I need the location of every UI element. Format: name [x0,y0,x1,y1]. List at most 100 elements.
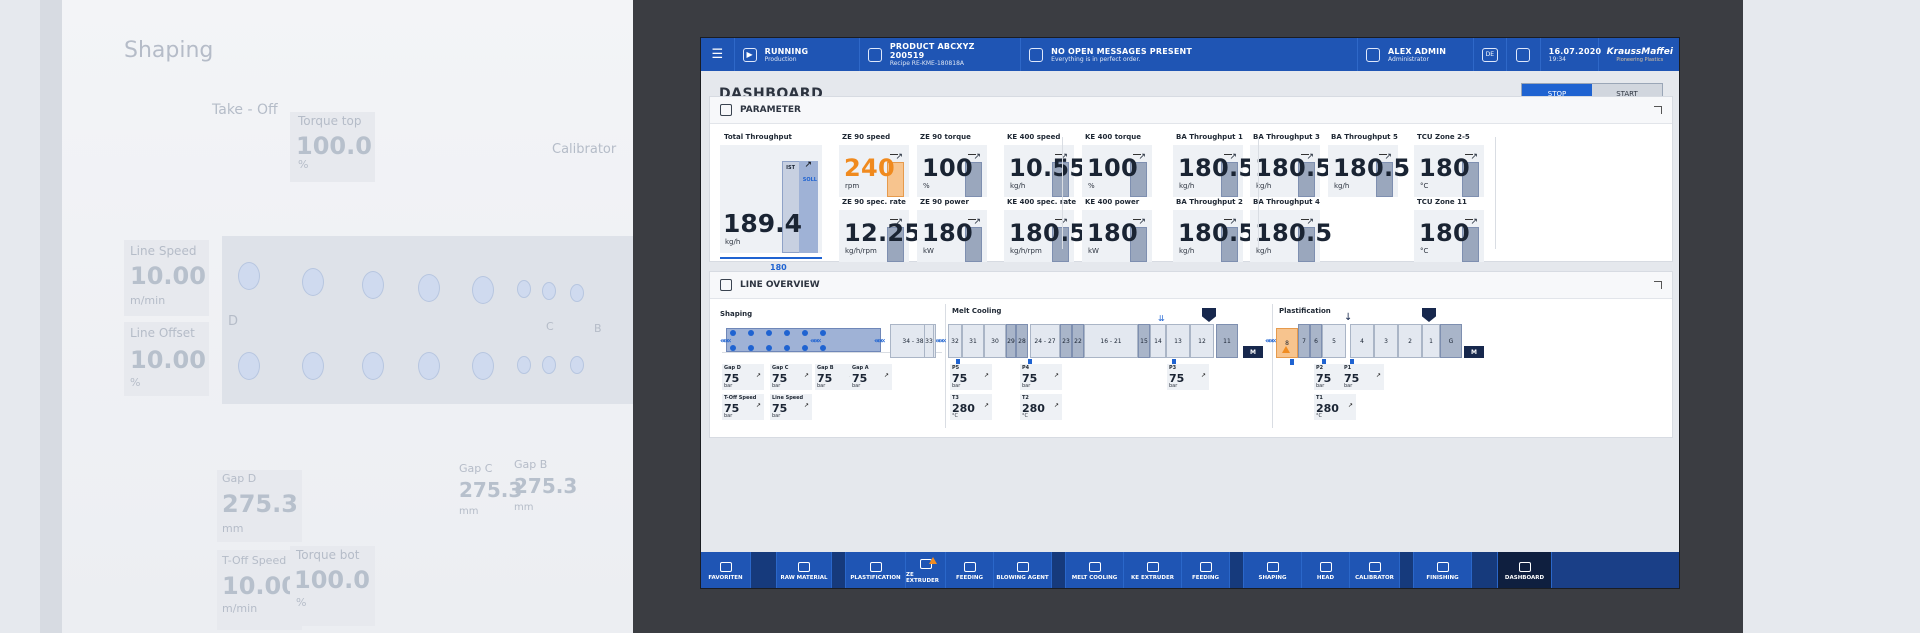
param-card[interactable]: ↗ 240 rpm [839,145,909,197]
param-card-value: 180 [1087,219,1138,247]
param-card[interactable]: ↗ 100% [1082,145,1152,197]
status-indicator[interactable]: ▶ RUNNING Production [735,38,860,71]
nav-icon [1016,561,1029,572]
expand-icon[interactable] [1654,106,1662,114]
line-block[interactable]: 11 [1216,324,1238,358]
param-card-label: BA Throughput 3 [1253,133,1320,141]
line-block[interactable]: M [1464,346,1484,358]
user-indicator[interactable]: ALEX ADMIN Administrator [1358,38,1474,71]
param-card[interactable]: ↗ 180.5 kg/h [1250,145,1332,197]
nav-item-plastification[interactable]: PLASTIFICATION [846,552,906,588]
line-block[interactable]: 1 [1422,324,1440,358]
language-button[interactable]: DE [1474,38,1508,71]
nav-item-feeding[interactable]: FEEDING [946,552,994,588]
nav-item-blowing-agent[interactable]: BLOWING AGENT [994,552,1052,588]
param-card[interactable]: ↗ 180.5 kg/h [1250,210,1332,262]
nav-item-melt-cooling[interactable]: MELT COOLING [1066,552,1124,588]
sensor-card[interactable]: P1 75 bar ↗ [1342,364,1384,390]
param-card[interactable]: ↗ 180.5 kg/h [1328,145,1410,197]
line-block[interactable]: 24 - 27 [1030,324,1060,358]
sensor-label: Line Speed [772,395,804,401]
line-block[interactable]: 2 [1398,324,1422,358]
nav-item-head[interactable]: HEAD [1302,552,1350,588]
sensor-unit: bar [1316,383,1325,389]
ghost-gap-c-label: Gap C [459,462,493,475]
param-card[interactable]: ↗ 180.5 kg/h [1173,210,1255,262]
line-block[interactable]: 14 [1150,324,1166,358]
line-block[interactable]: G [1440,324,1462,358]
param-value-bar [887,154,904,197]
trend-arrow-icon: ↗ [755,372,761,379]
line-block[interactable]: 13 [1166,324,1190,358]
line-block[interactable]: 30 [984,324,1006,358]
param-card[interactable]: ↗ 10.55 kg/h [1004,145,1086,197]
nav-item-calibrator[interactable]: CALIBRATOR [1350,552,1400,588]
nav-item-dashboard[interactable]: DASHBOARD [1498,552,1552,588]
sensor-card[interactable]: Line Speed 75 bar ↗ [770,394,812,420]
messages-indicator[interactable]: NO OPEN MESSAGES PRESENT Everything is in… [1021,38,1359,71]
sensor-value: 75 [852,372,868,385]
sensor-card[interactable]: Gap A 75 bar ↗ [850,364,892,390]
param-card-unit: kg/h/rpm [1010,247,1042,255]
line-block[interactable]: 5 [1322,324,1346,358]
nav-item-ke-extruder[interactable]: KE EXTRUDER [1124,552,1182,588]
param-value-bar [1052,154,1069,197]
line-block[interactable]: 33 [924,324,934,358]
line-block[interactable]: 28 [1016,324,1028,358]
line-block[interactable]: 29 [1006,324,1016,358]
line-block[interactable]: 12 [1190,324,1214,358]
sensor-card[interactable]: Gap C 75 bar ↗ [770,364,812,390]
line-block[interactable]: 6 [1310,324,1322,358]
sensor-card[interactable]: P3 75 bar ↗ [1167,364,1209,390]
nav-item-raw-material[interactable]: RAW MATERIAL [777,552,832,588]
sensor-card[interactable]: T3 280 °C ↗ [950,394,992,420]
line-block[interactable]: 22 [1072,324,1084,358]
menu-button[interactable]: ☰ [701,38,735,71]
roller-circle [802,345,808,351]
sensor-card[interactable]: T1 280 °C ↗ [1314,394,1356,420]
line-block[interactable]: 4 [1350,324,1374,358]
line-block[interactable]: 31 [962,324,984,358]
sensor-card[interactable]: T2 280 °C ↗ [1020,394,1062,420]
line-block[interactable]: 8 [1276,328,1298,358]
nav-item-finishing[interactable]: FINISHING [1414,552,1472,588]
line-block[interactable]: 16 - 21 [1084,324,1138,358]
roller-circle [784,345,790,351]
nav-icon [1518,561,1531,572]
line-block[interactable]: 3 [1374,324,1398,358]
nav-item-feeding[interactable]: FEEDING [1182,552,1230,588]
expand-icon[interactable] [1654,281,1662,289]
product-indicator[interactable]: PRODUCT ABCXYZ 200519 Recipe RE-KME-18081… [860,38,1022,71]
nav-item-favoriten[interactable]: FAVORITEN [701,552,751,588]
param-card[interactable]: ↗ 180.5 kg/h/rpm [1004,210,1086,262]
sensor-card[interactable]: P4 75 bar ↗ [1020,364,1062,390]
roller-circle [766,345,772,351]
total-throughput-card[interactable]: IST SOLL ↗ 189.4 kg/h 180 [720,145,822,272]
ghost-torque-top-label: Torque top [298,114,362,128]
line-block[interactable]: 15 [1138,324,1150,358]
param-card[interactable]: ↗ 12.25 kg/h/rpm [839,210,921,262]
param-card[interactable]: ↗ 180 kW [1082,210,1152,262]
line-block[interactable]: 23 [1060,324,1072,358]
nav-item-ze-extruder[interactable]: ZE EXTRUDER [906,552,946,588]
sensor-card[interactable]: P5 75 bar ↗ [950,364,992,390]
sensor-card[interactable]: Gap D 75 bar ↗ [722,364,764,390]
sensor-unit: bar [724,413,733,419]
help-button[interactable] [1507,38,1541,71]
sensor-label: Gap C [772,365,789,371]
sensor-card[interactable]: T-Off Speed 75 bar ↗ [722,394,764,420]
nav-item-shaping[interactable]: SHAPING [1244,552,1302,588]
param-card-label: ZE 90 spec. rate [842,198,906,206]
param-card[interactable]: ↗ 100% [917,145,987,197]
nav-label: PLASTIFICATION [850,574,901,581]
param-card-unit: kW [1088,247,1099,255]
line-block[interactable]: 7 [1298,324,1310,358]
shaping-label: Shaping [720,310,753,318]
param-card[interactable]: ↗ 180 °C [1414,145,1484,197]
nav-label: FEEDING [955,574,983,581]
param-card[interactable]: ↗ 180 kW [917,210,987,262]
param-card[interactable]: ↗ 180 °C [1414,210,1484,262]
line-block[interactable]: M [1243,346,1263,358]
param-card[interactable]: ↗ 180.5 kg/h [1173,145,1255,197]
line-block[interactable]: 32 [948,324,962,358]
